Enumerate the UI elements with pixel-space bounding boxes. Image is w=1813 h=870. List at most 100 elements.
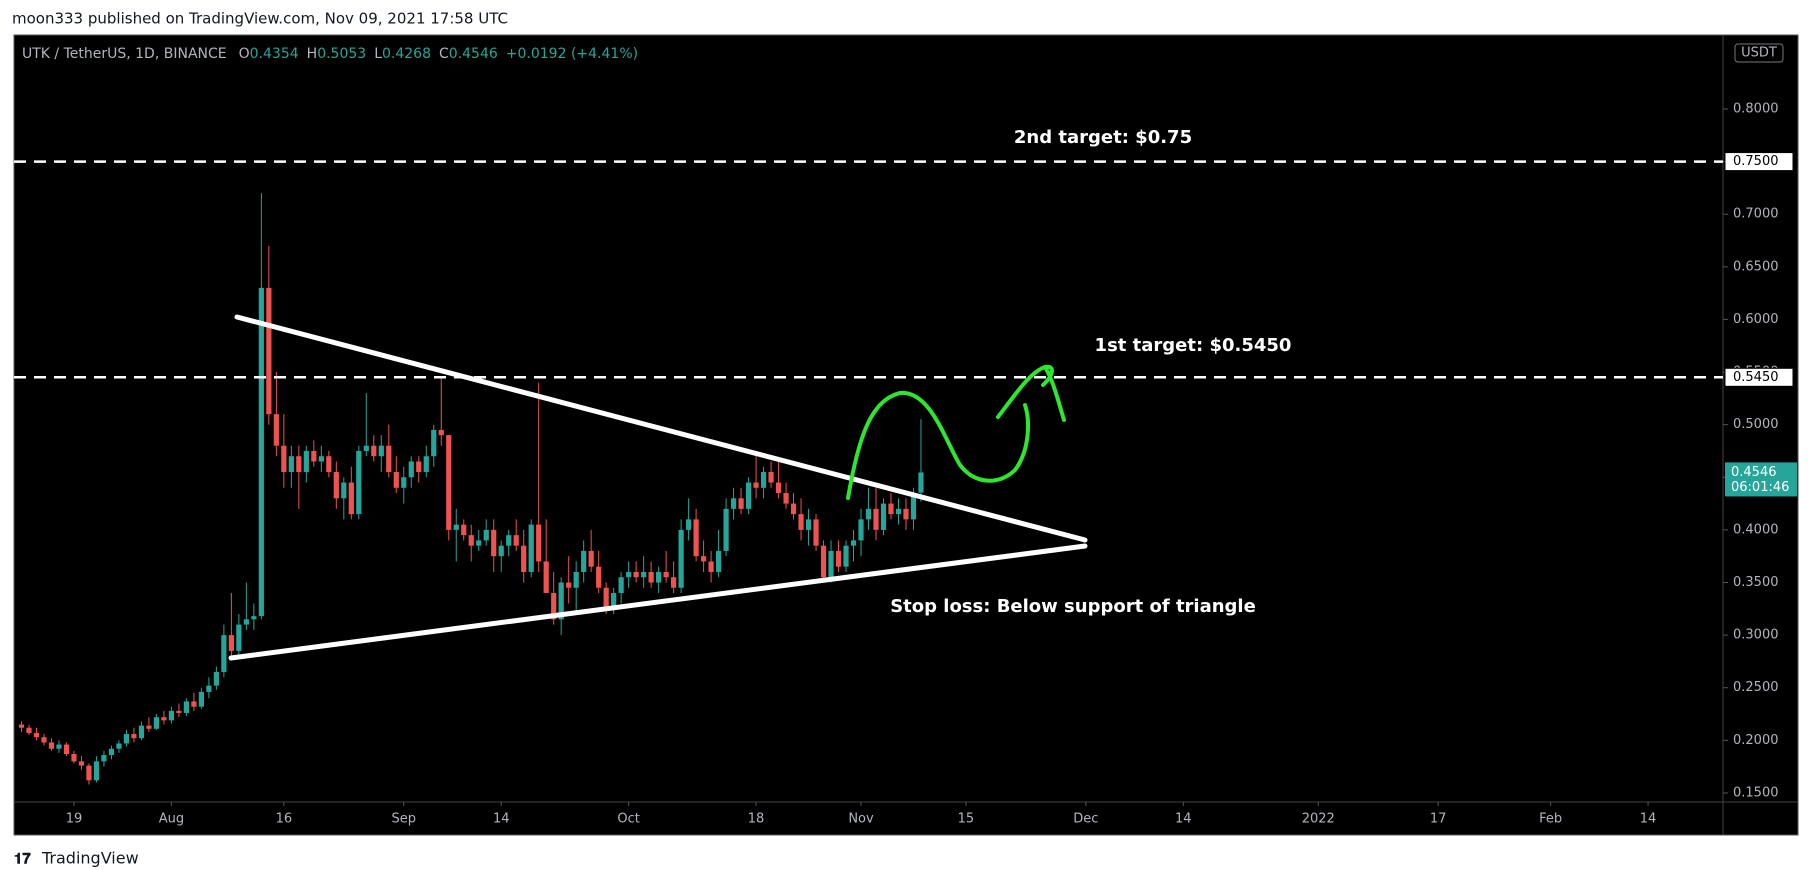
y-tick-label: 0.3000 xyxy=(1733,628,1779,643)
candle-body xyxy=(813,519,819,546)
x-tick-label: 18 xyxy=(748,812,765,827)
candle-body xyxy=(311,450,317,462)
candle-body xyxy=(318,456,324,462)
candle-body xyxy=(850,540,857,546)
candle-body xyxy=(78,761,85,766)
legend-change: +0.0192 (+4.41%) xyxy=(506,46,638,62)
candle-body xyxy=(446,435,452,530)
candle-body xyxy=(745,482,752,509)
x-tick-label: 17 xyxy=(1430,812,1447,827)
candle-body xyxy=(386,445,392,473)
x-tick-label: Aug xyxy=(159,812,184,827)
candle-body xyxy=(551,593,557,620)
candle-body xyxy=(641,571,647,578)
candle-body xyxy=(603,587,609,609)
stop-loss-annotation: Stop loss: Below support of triangle xyxy=(890,596,1256,617)
legend-letter: H xyxy=(307,46,318,62)
candle-body xyxy=(543,561,549,594)
candle-body xyxy=(258,287,264,617)
candle-body xyxy=(558,582,564,620)
projection-curve xyxy=(846,390,1030,500)
candle-body xyxy=(730,498,737,509)
y-tick-label: 0.7000 xyxy=(1733,207,1779,222)
candle-body xyxy=(198,691,204,707)
candle-body xyxy=(581,550,587,572)
candle-body xyxy=(700,556,707,562)
candle-body xyxy=(798,514,804,530)
candle-body xyxy=(416,461,422,473)
countdown: 06:01:46 xyxy=(1731,480,1789,495)
candle-body xyxy=(843,545,849,567)
candle-body xyxy=(296,456,302,473)
candle-body xyxy=(243,619,249,625)
x-tick-label: 2022 xyxy=(1302,812,1335,827)
candle-body xyxy=(371,445,377,457)
target-annotation: 2nd target: $0.75 xyxy=(1014,127,1192,148)
candle-body xyxy=(26,727,32,733)
resistance-trendline xyxy=(234,314,1088,543)
candle-body xyxy=(476,540,482,546)
candle-body xyxy=(775,482,782,494)
legend-letter: L xyxy=(374,46,382,62)
legend-letter: C xyxy=(439,46,449,62)
level-price-label: 0.5450 xyxy=(1733,370,1779,385)
legend-value: 0.4546 xyxy=(449,46,498,62)
candle-body xyxy=(783,493,789,504)
candle-body xyxy=(468,535,474,546)
candle-body xyxy=(108,748,115,756)
candle-body xyxy=(303,450,309,473)
candle-body xyxy=(588,550,594,567)
y-tick-label: 0.1500 xyxy=(1733,785,1779,800)
candle-body xyxy=(865,508,872,520)
x-tick-label: Sep xyxy=(392,812,417,827)
candle-body xyxy=(461,524,467,536)
candle-body xyxy=(288,456,294,473)
candle-body xyxy=(63,744,70,755)
y-tick-label: 0.2500 xyxy=(1733,680,1779,695)
candle-body xyxy=(93,761,100,781)
candle-body xyxy=(101,755,107,762)
candle-body xyxy=(760,472,767,488)
footer-brand: TradingView xyxy=(41,849,139,868)
candle-body xyxy=(618,577,624,594)
candle-body xyxy=(626,571,632,578)
candle-body xyxy=(33,732,40,738)
candle-body xyxy=(191,701,197,707)
candle-body xyxy=(835,550,842,567)
chart-frame xyxy=(13,34,1799,836)
y-tick-label: 0.2000 xyxy=(1733,733,1779,748)
candle-body xyxy=(423,456,429,473)
candle-body xyxy=(498,545,504,557)
candle-body xyxy=(521,545,527,572)
y-tick-label: 0.4000 xyxy=(1733,522,1779,537)
candle-body xyxy=(48,742,55,749)
candle-body xyxy=(633,571,639,578)
candle-body xyxy=(790,503,797,515)
candle-body xyxy=(266,287,272,415)
candle-body xyxy=(123,734,130,744)
candle-body xyxy=(918,472,924,493)
candle-body xyxy=(738,498,744,509)
y-tick-label: 0.6500 xyxy=(1733,259,1779,274)
candle-body xyxy=(116,743,122,749)
legend-value: 0.5053 xyxy=(317,46,366,62)
candle-body xyxy=(273,414,279,446)
candle-body xyxy=(506,535,512,546)
logo-mark: 𝟏𝟕 xyxy=(14,850,31,868)
candle-body xyxy=(491,529,497,557)
candle-body xyxy=(566,582,572,588)
candle-body xyxy=(513,535,519,546)
candle-body xyxy=(723,508,729,551)
candle-body xyxy=(206,685,212,692)
candle-body xyxy=(910,492,917,520)
candle-body xyxy=(768,472,774,483)
candle-body xyxy=(131,734,137,739)
candle-body xyxy=(153,717,160,729)
candle-body xyxy=(393,472,399,488)
candle-body xyxy=(378,445,384,457)
x-tick-label: Dec xyxy=(1073,812,1098,827)
candle-body xyxy=(715,550,722,572)
candle-body xyxy=(903,508,909,520)
currency-box xyxy=(1734,43,1784,63)
